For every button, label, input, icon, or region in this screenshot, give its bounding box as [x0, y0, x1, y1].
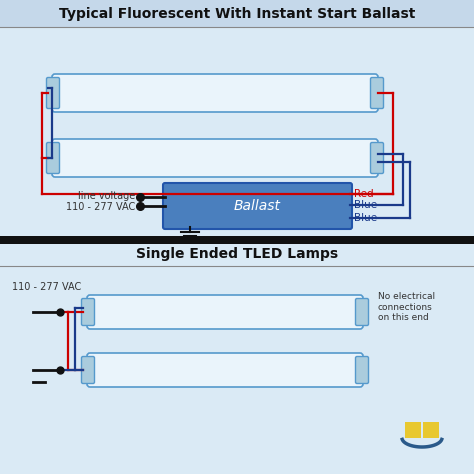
FancyBboxPatch shape: [371, 143, 383, 173]
FancyBboxPatch shape: [82, 299, 94, 326]
FancyBboxPatch shape: [87, 353, 363, 387]
FancyBboxPatch shape: [46, 143, 60, 173]
Bar: [0, 0, 474, 27]
FancyBboxPatch shape: [163, 183, 352, 229]
Text: 110 - 277 VAC: 110 - 277 VAC: [12, 282, 81, 292]
FancyBboxPatch shape: [371, 78, 383, 109]
FancyBboxPatch shape: [87, 295, 363, 329]
Text: Ballast: Ballast: [234, 199, 281, 213]
Text: Red: Red: [354, 189, 374, 199]
FancyBboxPatch shape: [52, 74, 378, 112]
Text: Single Ended TLED Lamps: Single Ended TLED Lamps: [136, 247, 338, 261]
Bar: [0, 236, 474, 244]
Text: No electrical
connections
on this end: No electrical connections on this end: [378, 292, 435, 322]
FancyBboxPatch shape: [356, 299, 368, 326]
Text: Typical Fluorescent With Instant Start Ballast: Typical Fluorescent With Instant Start B…: [59, 7, 415, 21]
FancyBboxPatch shape: [52, 139, 378, 177]
Text: Blue: Blue: [354, 200, 377, 210]
FancyBboxPatch shape: [82, 356, 94, 383]
Bar: [405, 422, 421, 438]
Text: Blue: Blue: [354, 213, 377, 223]
Bar: [423, 422, 439, 438]
FancyBboxPatch shape: [46, 78, 60, 109]
Text: line voltage
110 - 277 VAC: line voltage 110 - 277 VAC: [66, 191, 135, 212]
FancyBboxPatch shape: [356, 356, 368, 383]
